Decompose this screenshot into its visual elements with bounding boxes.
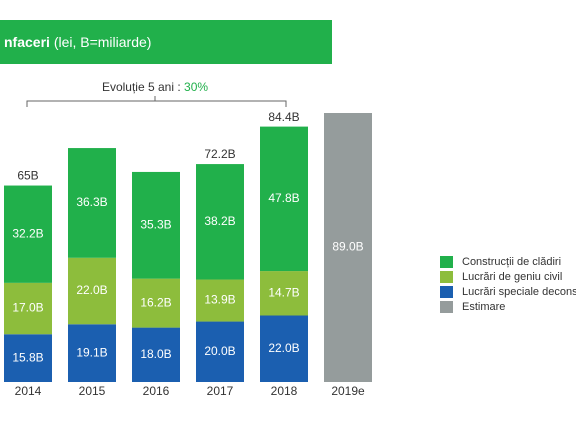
bar-segment [68, 324, 116, 382]
bracket [26, 96, 287, 107]
bar-segment [196, 279, 244, 322]
total-label: 65B [17, 169, 38, 183]
bar-segment [68, 148, 116, 258]
data-label: 14.7B [268, 285, 299, 299]
chart-title: nfaceri (lei, B=miliarde) [4, 34, 151, 50]
x-tick-label: 2015 [79, 384, 106, 398]
x-tick-label: 2014 [15, 384, 42, 398]
x-tick-label: 2019e [331, 384, 365, 398]
bar-segment [4, 282, 52, 335]
bar-segment [68, 257, 116, 325]
data-label: 89.0B [332, 240, 363, 254]
data-label: 18.0B [140, 347, 171, 361]
data-label: 13.9B [204, 293, 235, 307]
x-tick-label: 2016 [143, 384, 170, 398]
data-label: 20.0B [204, 344, 235, 358]
x-tick-label: 2017 [207, 384, 234, 398]
data-label: 22.0B [268, 341, 299, 355]
bar-segment [260, 315, 308, 382]
total-label: 72.2B [204, 147, 235, 161]
total-label: 84.4B [268, 110, 299, 124]
bar-segment [196, 164, 244, 280]
x-tick-label: 2018 [271, 384, 298, 398]
bar-segment [132, 278, 180, 328]
legend-label: Construcții de clădiri [462, 256, 561, 268]
bar-segment [132, 171, 180, 279]
data-label: 15.8B [12, 350, 43, 364]
annotation: Evoluție 5 ani : 30% [102, 80, 208, 94]
data-label: 32.2B [12, 226, 43, 240]
legend-swatch [440, 271, 453, 283]
legend-swatch [440, 301, 453, 313]
data-label: 22.0B [76, 283, 107, 297]
bar-segment [132, 327, 180, 382]
legend-label: Lucrări de geniu civil [462, 271, 562, 283]
bar-segment [4, 334, 52, 382]
legend-swatch [440, 286, 453, 298]
data-label: 16.2B [140, 295, 171, 309]
title-bar [0, 20, 332, 64]
data-label: 47.8B [268, 191, 299, 205]
data-label: 17.0B [12, 301, 43, 315]
legend-label: Lucrări speciale deconstr [462, 286, 576, 298]
data-label: 38.2B [204, 214, 235, 228]
bar-segment [260, 126, 308, 272]
bar-segment [4, 185, 52, 283]
bar-segment [260, 271, 308, 316]
data-label: 35.3B [140, 217, 171, 231]
legend-swatch [440, 256, 453, 268]
bar-segment [324, 113, 372, 382]
data-label: 36.3B [76, 195, 107, 209]
bar-segment [196, 321, 244, 382]
legend-label: Estimare [462, 301, 505, 313]
data-label: 19.1B [76, 345, 107, 359]
